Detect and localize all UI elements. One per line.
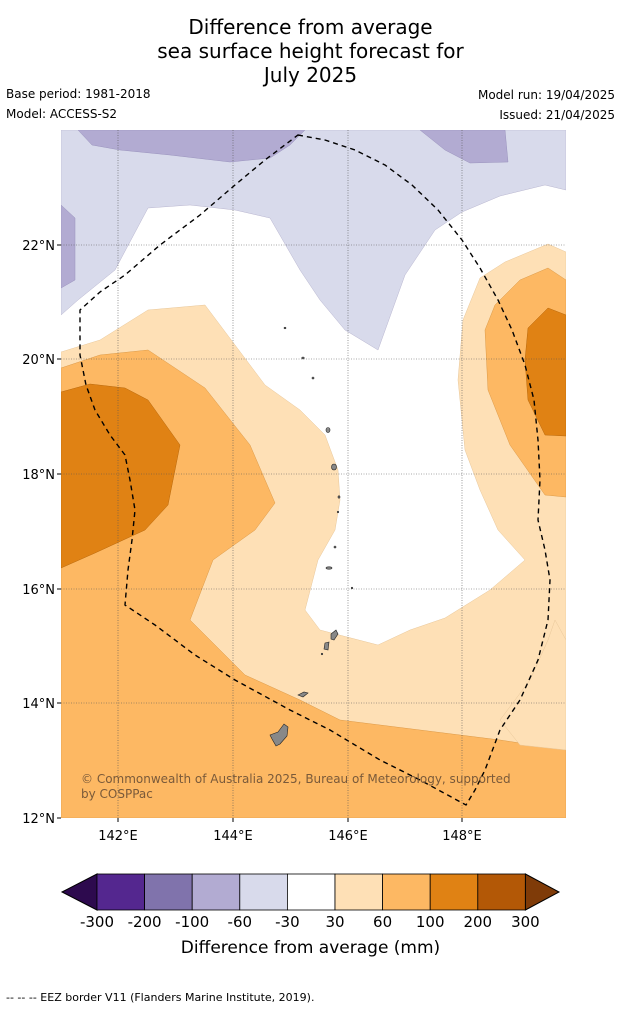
- lat-label: 18°N: [22, 468, 55, 483]
- colorbar-tick-label: 300: [511, 913, 540, 931]
- lat-label: 22°N: [22, 239, 55, 254]
- colorbar-swatch: [429, 873, 479, 911]
- contour-negative-30-60: [61, 130, 566, 351]
- lon-label: 142°E: [98, 829, 138, 844]
- colorbar-tick-label: -30: [275, 913, 300, 931]
- colorbar-swatch: [286, 873, 336, 911]
- colorbar-swatch: [477, 873, 526, 911]
- lon-label: 146°E: [328, 829, 368, 844]
- contour-positive-60-100: [61, 349, 566, 818]
- lon-label: 144°E: [213, 829, 253, 844]
- colorbar-tick-label: 60: [373, 913, 392, 931]
- title-line-2: sea surface height forecast for: [157, 39, 464, 63]
- colorbar-swatch: [239, 873, 288, 911]
- copyright-credit: © Commonwealth of Australia 2025, Bureau…: [81, 772, 511, 801]
- contour-negative-60-100: [61, 204, 76, 289]
- contour-positive-100-200: [524, 307, 566, 437]
- colorbar-tick-label: -100: [175, 913, 209, 931]
- colorbar-swatch: [334, 873, 383, 911]
- colorbar: [60, 873, 561, 911]
- lat-label: 12°N: [22, 812, 55, 827]
- title-line-1: Difference from average: [188, 15, 433, 39]
- colorbar-swatch: [96, 873, 145, 911]
- colorbar-tick-label: -200: [128, 913, 162, 931]
- model-name: Model: ACCESS-S2: [6, 107, 118, 121]
- colorbar-tick-label: 100: [416, 913, 445, 931]
- title-line-3: July 2025: [263, 63, 358, 87]
- colorbar-swatch: [382, 873, 431, 911]
- issued-date: Issued: 21/04/2025: [499, 108, 615, 122]
- model-run: Model run: 19/04/2025: [477, 88, 615, 102]
- colorbar-tick-label: 30: [325, 913, 344, 931]
- lat-label: 14°N: [22, 697, 55, 712]
- gridlines: [61, 130, 566, 818]
- lon-label: 148°E: [442, 829, 482, 844]
- map-title: Difference from average sea surface heig…: [0, 15, 621, 87]
- contour-negative-60-100: [419, 130, 509, 164]
- eez-footer-note: -- -- -- EEZ border V11 (Flanders Marine…: [6, 991, 315, 1004]
- lat-label: 20°N: [22, 353, 55, 368]
- colorbar-high-extension: [524, 873, 561, 911]
- colorbar-tick-label: -60: [228, 913, 253, 931]
- mariana-islands: [269, 326, 354, 747]
- eez-border: [79, 134, 551, 806]
- colorbar-tick-label: -300: [80, 913, 114, 931]
- colorbar-tick-label: 200: [463, 913, 492, 931]
- contour-positive-100-200: [61, 383, 181, 569]
- lat-label: 16°N: [22, 583, 55, 598]
- colorbar-swatch: [191, 873, 241, 911]
- contour-positive-30-60: [499, 619, 566, 751]
- colorbar-swatch: [144, 873, 193, 911]
- base-period: Base period: 1981-2018: [6, 87, 151, 101]
- axis-ticks: [57, 244, 463, 822]
- colorbar-low-extension: [60, 873, 98, 911]
- colorbar-label: Difference from average (mm): [180, 938, 441, 958]
